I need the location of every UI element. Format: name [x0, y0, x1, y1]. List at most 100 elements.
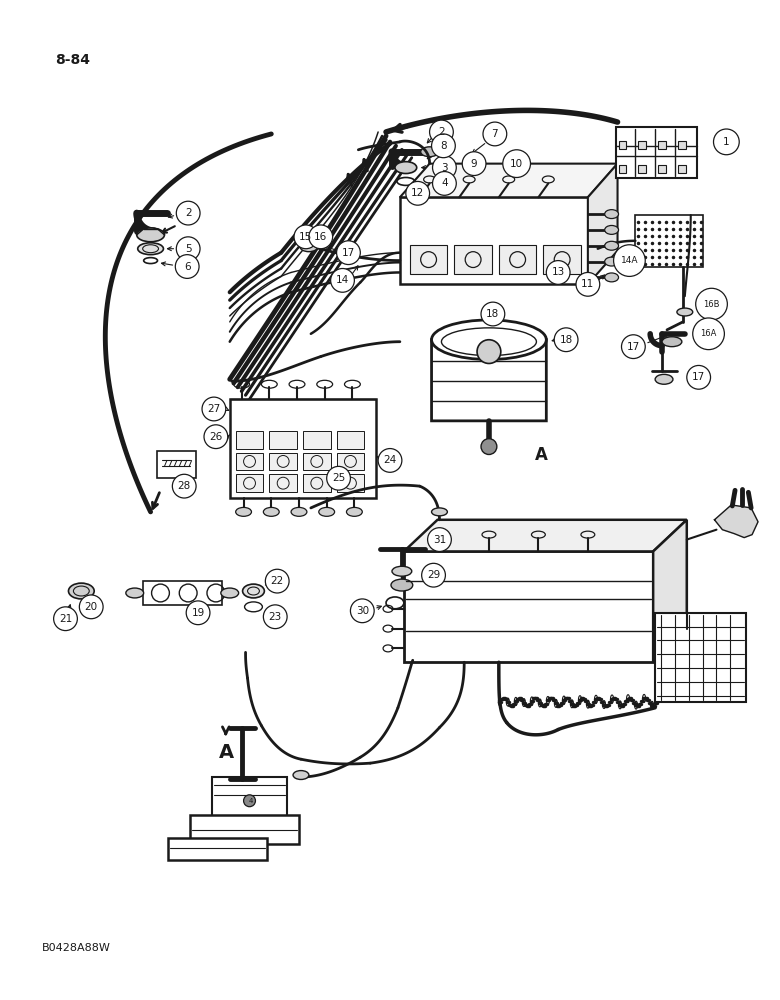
FancyBboxPatch shape [638, 165, 647, 173]
Ellipse shape [69, 583, 94, 599]
Circle shape [477, 340, 501, 363]
Ellipse shape [300, 242, 317, 252]
Text: B0428A88W: B0428A88W [42, 943, 111, 953]
Text: 5: 5 [185, 244, 192, 254]
Text: 4: 4 [441, 178, 448, 188]
FancyBboxPatch shape [400, 197, 588, 284]
Circle shape [406, 181, 430, 205]
Circle shape [481, 439, 497, 454]
FancyBboxPatch shape [499, 245, 537, 274]
Text: 9: 9 [471, 159, 477, 169]
Ellipse shape [293, 771, 309, 779]
FancyBboxPatch shape [236, 431, 264, 449]
Polygon shape [588, 164, 618, 284]
Circle shape [576, 272, 600, 296]
Circle shape [431, 134, 456, 158]
Text: 14A: 14A [621, 256, 638, 265]
Circle shape [176, 201, 200, 225]
Circle shape [176, 255, 199, 278]
Ellipse shape [604, 225, 619, 234]
Text: 8-84: 8-84 [55, 53, 90, 67]
FancyBboxPatch shape [619, 165, 626, 173]
Circle shape [481, 302, 505, 326]
FancyBboxPatch shape [337, 431, 364, 449]
Text: A: A [535, 446, 548, 464]
Text: 3: 3 [441, 163, 448, 173]
Ellipse shape [138, 243, 164, 255]
Circle shape [378, 449, 402, 472]
FancyBboxPatch shape [658, 165, 666, 173]
Circle shape [433, 156, 456, 179]
Ellipse shape [604, 210, 619, 219]
Circle shape [714, 129, 739, 155]
Text: 30: 30 [356, 606, 369, 616]
Ellipse shape [236, 507, 251, 516]
Text: 1: 1 [723, 137, 729, 147]
Circle shape [696, 288, 728, 320]
Circle shape [687, 365, 711, 389]
FancyBboxPatch shape [544, 245, 581, 274]
Text: 17: 17 [627, 342, 640, 352]
Circle shape [243, 795, 256, 807]
FancyBboxPatch shape [303, 431, 331, 449]
Text: 16B: 16B [704, 300, 720, 309]
Circle shape [337, 241, 360, 265]
Circle shape [427, 528, 452, 551]
Circle shape [463, 152, 486, 176]
Polygon shape [400, 164, 618, 197]
Circle shape [331, 268, 354, 292]
Circle shape [294, 225, 317, 249]
Ellipse shape [391, 579, 413, 591]
Text: 14: 14 [336, 275, 349, 285]
FancyBboxPatch shape [337, 453, 364, 470]
FancyBboxPatch shape [269, 474, 297, 492]
FancyBboxPatch shape [168, 838, 268, 860]
Ellipse shape [346, 507, 362, 516]
Text: 11: 11 [581, 279, 594, 289]
Text: 18: 18 [559, 335, 573, 345]
Text: 10: 10 [510, 159, 523, 169]
Ellipse shape [655, 374, 673, 384]
Text: 23: 23 [268, 612, 282, 622]
Ellipse shape [264, 507, 279, 516]
Ellipse shape [604, 273, 619, 282]
FancyBboxPatch shape [658, 141, 666, 149]
Text: 24: 24 [384, 455, 396, 465]
Text: 21: 21 [58, 614, 72, 624]
Circle shape [614, 245, 645, 276]
Text: 2: 2 [185, 208, 192, 218]
FancyBboxPatch shape [619, 141, 626, 149]
FancyBboxPatch shape [410, 245, 448, 274]
Ellipse shape [662, 337, 682, 347]
Circle shape [546, 261, 570, 284]
Circle shape [265, 569, 289, 593]
Circle shape [204, 425, 228, 449]
Ellipse shape [677, 308, 693, 316]
FancyBboxPatch shape [655, 613, 746, 702]
Text: 26: 26 [209, 432, 222, 442]
FancyBboxPatch shape [212, 777, 287, 817]
FancyBboxPatch shape [678, 141, 686, 149]
Ellipse shape [136, 228, 165, 242]
Polygon shape [404, 520, 687, 551]
Text: 20: 20 [85, 602, 98, 612]
FancyBboxPatch shape [678, 165, 686, 173]
Text: 17: 17 [692, 372, 705, 382]
FancyBboxPatch shape [236, 474, 264, 492]
FancyBboxPatch shape [303, 453, 331, 470]
Text: 13: 13 [551, 267, 565, 277]
Circle shape [176, 237, 200, 261]
Circle shape [350, 599, 374, 623]
Text: 28: 28 [178, 481, 191, 491]
Ellipse shape [420, 147, 438, 157]
Ellipse shape [431, 508, 448, 516]
Circle shape [309, 225, 332, 249]
FancyBboxPatch shape [269, 431, 297, 449]
Circle shape [327, 466, 350, 490]
Text: 2: 2 [438, 127, 445, 137]
Text: A: A [219, 743, 234, 762]
Ellipse shape [604, 241, 619, 250]
Circle shape [422, 563, 445, 587]
FancyBboxPatch shape [230, 399, 376, 498]
FancyBboxPatch shape [404, 551, 653, 662]
